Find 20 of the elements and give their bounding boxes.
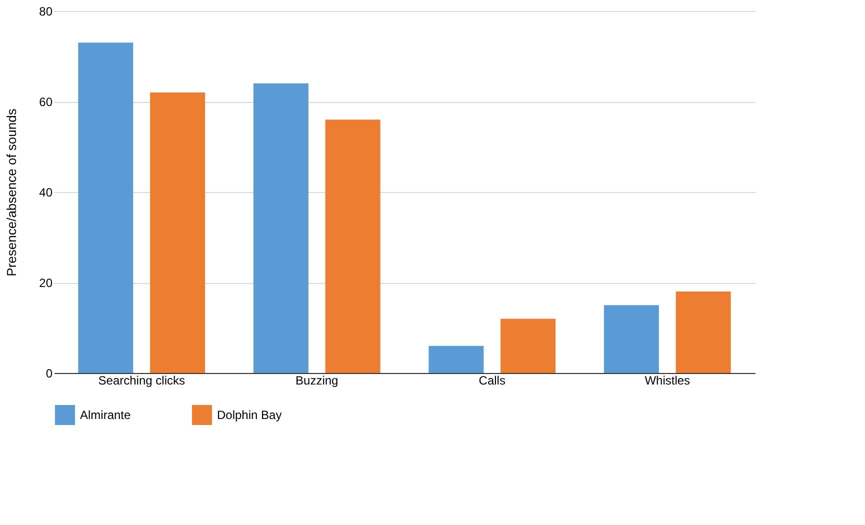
y-tick-label: 60 (39, 95, 53, 109)
legend-label: Almirante (80, 408, 132, 422)
x-tick-label: Searching clicks (98, 374, 185, 388)
y-tick-label: 40 (39, 186, 53, 200)
bar (150, 92, 206, 373)
legend-label: Dolphin Bay (217, 408, 282, 422)
bar (253, 83, 308, 373)
bar (325, 120, 380, 373)
y-tick-label: 0 (46, 366, 53, 380)
bar (676, 292, 731, 373)
y-tick-label: 20 (39, 276, 53, 290)
bar (500, 318, 556, 373)
bar (78, 42, 134, 373)
bar (604, 305, 659, 373)
y-tick-label: 80 (39, 4, 53, 18)
bar (428, 346, 484, 373)
y-axis-title: Presence/absence of sounds (4, 108, 20, 276)
x-tick-label: Whistles (644, 374, 690, 388)
x-tick-label: Calls (478, 374, 506, 388)
x-tick-label: Buzzing (296, 374, 338, 388)
